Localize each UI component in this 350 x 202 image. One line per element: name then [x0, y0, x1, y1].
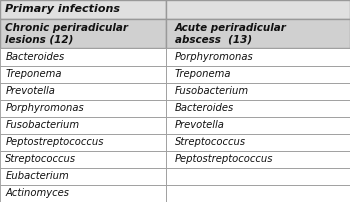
- Bar: [166, 83, 350, 100]
- Bar: [166, 117, 350, 134]
- Bar: [0, 48, 166, 65]
- Bar: [166, 134, 350, 151]
- Text: Bacteroides: Bacteroides: [5, 52, 64, 62]
- Text: Fusobacterium: Fusobacterium: [5, 120, 79, 130]
- Text: Porphyromonas: Porphyromonas: [175, 52, 254, 62]
- Text: Treponema: Treponema: [5, 69, 62, 79]
- Bar: [166, 0, 350, 19]
- Bar: [0, 117, 166, 134]
- Text: Prevotella: Prevotella: [5, 86, 55, 96]
- Bar: [166, 65, 350, 83]
- Bar: [166, 19, 350, 48]
- Bar: [0, 19, 166, 48]
- Bar: [0, 151, 166, 168]
- Text: Peptostreptococcus: Peptostreptococcus: [175, 154, 273, 164]
- Bar: [0, 65, 166, 83]
- Text: Prevotella: Prevotella: [175, 120, 225, 130]
- Text: Primary infections: Primary infections: [5, 4, 120, 14]
- Text: Porphyromonas: Porphyromonas: [5, 103, 84, 113]
- Text: Fusobacterium: Fusobacterium: [175, 86, 249, 96]
- Text: Treponema: Treponema: [175, 69, 231, 79]
- Bar: [166, 185, 350, 202]
- Text: Streptococcus: Streptococcus: [175, 137, 246, 147]
- Bar: [166, 48, 350, 65]
- Bar: [0, 100, 166, 117]
- Bar: [0, 168, 166, 185]
- Bar: [166, 100, 350, 117]
- Text: Chronic periradicular
lesions (12): Chronic periradicular lesions (12): [5, 23, 128, 44]
- Bar: [0, 0, 166, 19]
- Bar: [0, 185, 166, 202]
- Text: Actinomyces: Actinomyces: [5, 188, 69, 199]
- Bar: [166, 151, 350, 168]
- Text: Eubacterium: Eubacterium: [5, 171, 69, 181]
- Bar: [0, 83, 166, 100]
- Text: Acute periradicular
abscess  (13): Acute periradicular abscess (13): [175, 23, 287, 44]
- Text: Bacteroides: Bacteroides: [175, 103, 234, 113]
- Text: Peptostreptococcus: Peptostreptococcus: [5, 137, 104, 147]
- Bar: [166, 168, 350, 185]
- Bar: [0, 134, 166, 151]
- Text: Streptococcus: Streptococcus: [5, 154, 76, 164]
